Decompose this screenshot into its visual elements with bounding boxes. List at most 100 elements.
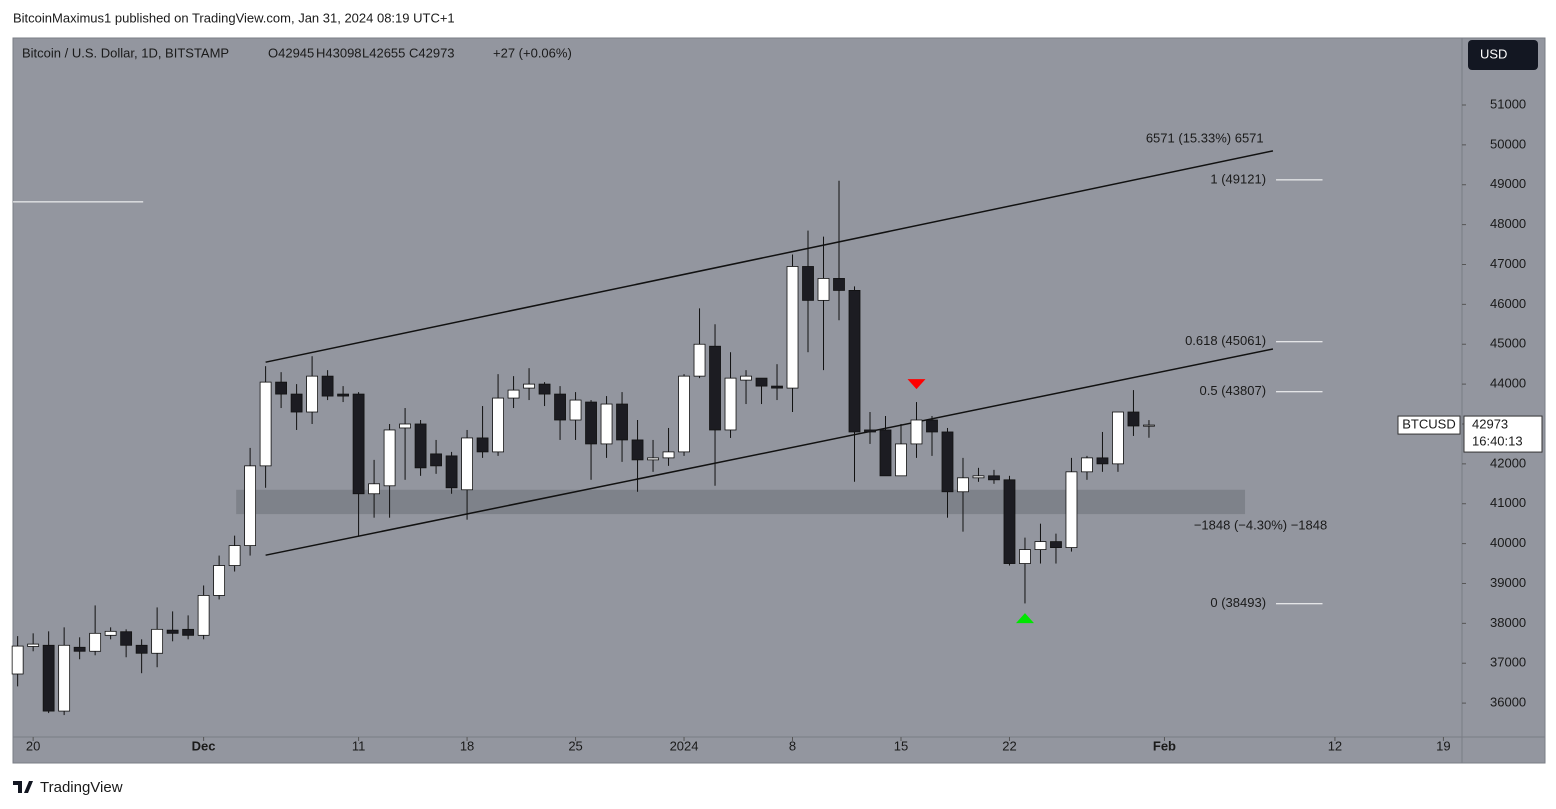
candle-body	[631, 439, 644, 461]
candle-body	[941, 431, 954, 493]
candle-body	[151, 628, 164, 654]
y-tick-label: 48000	[1490, 216, 1526, 231]
candle-body	[290, 393, 303, 413]
candle-body	[554, 393, 566, 421]
last-price: 42973	[1472, 416, 1508, 431]
footer-logo	[13, 781, 33, 793]
candle-body	[399, 423, 411, 429]
ohlc-low: L42655	[362, 45, 405, 60]
candle-body	[988, 475, 1000, 481]
candle-body	[678, 375, 690, 453]
x-tick-label: 11	[352, 738, 366, 753]
candle-body	[569, 399, 582, 421]
candle-body	[383, 429, 396, 487]
candle-body	[1127, 411, 1140, 427]
candle-body	[58, 644, 71, 712]
candle-body	[73, 646, 86, 652]
symbol-label: BTCUSD	[1402, 416, 1455, 431]
candle-body	[957, 477, 969, 493]
currency-label[interactable]: USD	[1480, 46, 1507, 61]
candle-body	[848, 290, 861, 433]
chart-frame	[12, 37, 1546, 764]
channel-line	[265, 348, 1274, 556]
currency-button[interactable]	[1468, 40, 1538, 70]
x-tick-label: 2024	[670, 738, 699, 753]
candle-body	[523, 383, 535, 389]
fib-label: 0 (38493)	[1210, 595, 1266, 610]
candle-body	[414, 423, 427, 469]
candle-body	[895, 443, 907, 477]
measure-label: 6571 (15.33%) 6571	[1146, 130, 1264, 145]
candle-body	[1003, 479, 1016, 564]
candle-body	[430, 453, 442, 467]
plot: 1 (49121) 0.618 (45061) 0.5 (43807) 0 (3849…	[11, 130, 1327, 716]
signal-marker	[907, 379, 926, 390]
y-tick-label: 46000	[1490, 296, 1526, 311]
y-tick-label: 36000	[1490, 695, 1526, 710]
candle-body	[213, 565, 226, 596]
candle-body	[740, 375, 752, 381]
candle-body	[926, 419, 938, 433]
candle-body	[1065, 471, 1078, 548]
ohlc-close: C42973	[409, 45, 455, 60]
x-tick-label: 12	[1328, 738, 1342, 753]
candle-body	[616, 403, 628, 441]
fib-label: 1 (49121)	[1210, 171, 1266, 186]
x-tick-label: 20	[26, 738, 40, 753]
candle-body	[724, 377, 737, 431]
x-tick-label: 15	[894, 738, 908, 753]
candle-body	[771, 385, 783, 389]
candle-body	[27, 643, 40, 647]
x-tick-label: 25	[568, 738, 582, 753]
countdown: 16:40:13	[1472, 433, 1523, 448]
candle-body	[182, 628, 195, 636]
candle-body	[1034, 541, 1047, 550]
candle-body	[647, 457, 659, 461]
candle-body	[786, 266, 799, 389]
candle-body	[507, 389, 520, 399]
candle-body	[662, 451, 675, 459]
candle-body	[259, 381, 272, 467]
y-tick-label: 42000	[1490, 455, 1526, 470]
y-tick-label: 40000	[1490, 535, 1526, 550]
candle-body	[538, 383, 551, 395]
y-tick-label: 39000	[1490, 575, 1526, 590]
candle-body	[89, 632, 102, 652]
candle-body	[864, 429, 876, 433]
y-tick-label: 47000	[1490, 256, 1526, 271]
candle-body	[197, 595, 210, 636]
footer: TradingView	[40, 779, 123, 796]
candle-body	[972, 475, 985, 479]
candle-body	[1081, 457, 1093, 473]
candle-body	[228, 545, 241, 566]
candle-body	[1112, 411, 1124, 465]
candle-body	[104, 630, 117, 636]
candle-body	[306, 375, 318, 413]
x-tick-label: Dec	[192, 738, 216, 753]
candle-body	[802, 266, 814, 301]
candle-body	[1096, 457, 1109, 465]
y-tick-label: 49000	[1490, 176, 1526, 191]
y-tick-label: 37000	[1490, 655, 1526, 670]
candle-body	[321, 375, 334, 397]
publisher: BitcoinMaximus1 published on TradingView…	[13, 10, 455, 25]
x-tick-label: 19	[1436, 738, 1450, 753]
candle-body	[693, 343, 706, 377]
measure-label: −1848 (−4.30%) −1848	[1194, 518, 1327, 533]
price-box	[1463, 415, 1543, 453]
candle-body	[585, 401, 597, 445]
candle-body	[1050, 541, 1062, 548]
candle-body	[445, 455, 458, 489]
x-tick-label: 22	[1002, 738, 1016, 753]
candle-body	[1143, 424, 1155, 427]
candle-body	[42, 644, 55, 712]
fib-label: 0.5 (43807)	[1200, 383, 1267, 398]
candle-body	[244, 465, 257, 547]
y-tick-label: 41000	[1490, 495, 1526, 510]
candle-body	[120, 631, 133, 646]
ohlc-open: O42945	[268, 45, 314, 60]
candle-body	[1019, 549, 1031, 564]
candle-body	[833, 278, 845, 291]
candle-body	[600, 403, 613, 445]
